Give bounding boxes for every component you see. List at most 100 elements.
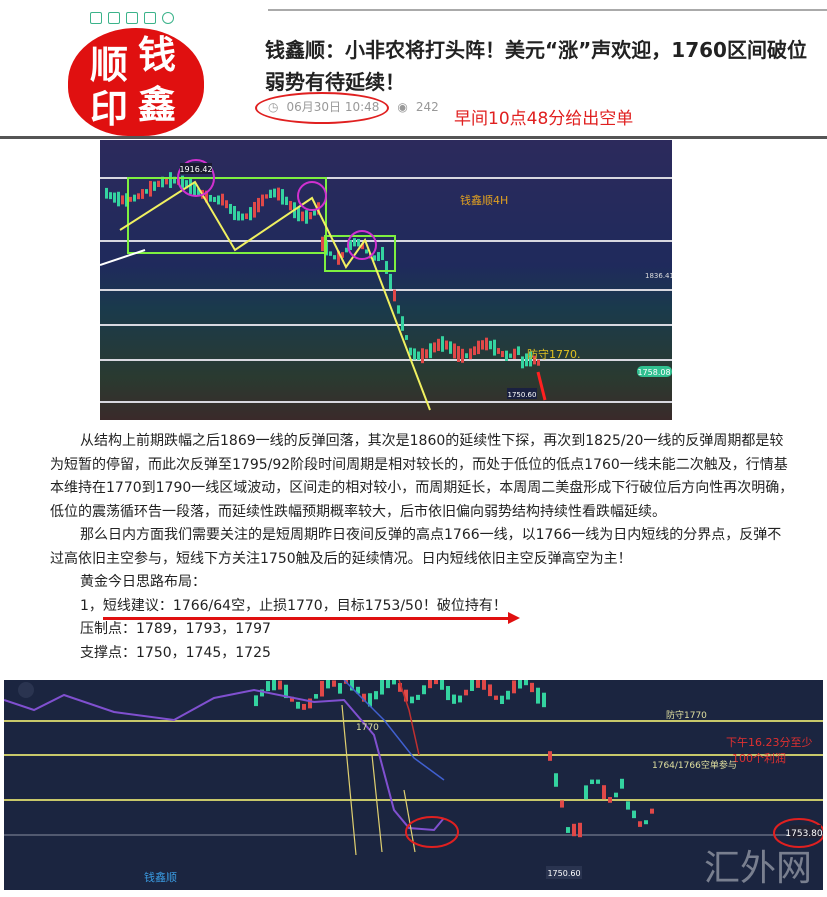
candle <box>314 694 318 699</box>
profit-note: 下午16.23分至少 <box>726 736 813 749</box>
candle <box>253 201 256 218</box>
candle <box>302 703 306 710</box>
candle <box>361 243 364 250</box>
candle <box>149 180 152 197</box>
candle <box>398 682 402 692</box>
candle <box>614 792 618 798</box>
candle <box>513 348 516 359</box>
candle <box>284 684 288 699</box>
seal-char: 印 <box>90 86 129 131</box>
candle <box>584 785 588 800</box>
qr-icon[interactable] <box>90 12 102 24</box>
line-label: 1770 <box>356 723 379 733</box>
eye-icon: ◉ <box>397 99 408 114</box>
candle <box>464 689 468 696</box>
candle <box>169 172 172 188</box>
candle <box>350 680 354 691</box>
candle <box>133 194 136 202</box>
candle <box>440 680 444 690</box>
candle <box>320 680 324 697</box>
candle <box>197 188 200 196</box>
candle <box>165 177 168 185</box>
candle <box>488 684 492 697</box>
candle <box>542 692 546 708</box>
profit-note: 100个利润 <box>732 751 786 765</box>
date-highlight-ellipse <box>255 92 389 124</box>
plan-heading: 黄金今日思路布局： <box>80 574 206 590</box>
candle <box>272 680 276 691</box>
current-price: 1753.80 <box>785 829 822 839</box>
article-body: 从结构上前期跌幅之后1869一线的反弹回落，其次是1860的延续性下探，再次到1… <box>50 430 795 665</box>
candle <box>509 353 512 358</box>
bollinger-lower <box>4 688 445 832</box>
candle <box>273 188 276 198</box>
candle <box>254 695 258 707</box>
candle <box>297 206 300 222</box>
share-icon[interactable] <box>144 12 156 24</box>
candle <box>457 346 460 362</box>
candle <box>373 255 376 261</box>
candle <box>269 189 272 198</box>
candle <box>305 210 308 224</box>
candle <box>157 180 160 188</box>
candle <box>333 255 336 260</box>
candle <box>452 694 456 704</box>
candle <box>493 339 496 356</box>
candle <box>341 252 344 258</box>
bollinger-upper <box>398 680 420 756</box>
candle <box>349 240 352 251</box>
current-price: 1758.08 <box>637 368 670 377</box>
suggestion: 1，短线建议：1766/64空，止损1770，目标1753/50！破位持有！ <box>80 597 507 614</box>
low-tag <box>546 866 582 879</box>
candle <box>506 690 510 700</box>
seal-char: 顺 <box>90 42 129 87</box>
candle <box>413 348 416 360</box>
candle <box>289 200 292 211</box>
candle <box>650 808 654 814</box>
candle <box>308 698 312 709</box>
candle <box>401 316 404 331</box>
low-tag <box>507 388 537 399</box>
peak-tag <box>180 163 212 174</box>
candle <box>572 823 576 837</box>
defend-label: 防守1770 <box>666 709 707 721</box>
candle <box>524 680 528 686</box>
image-icon[interactable] <box>126 12 138 24</box>
trend-arrows <box>119 180 431 411</box>
candle <box>602 785 606 800</box>
seal-logo: 钱 鑫 顺 印 <box>68 28 204 136</box>
candle <box>417 351 420 361</box>
candle <box>477 340 480 355</box>
arrow-head-icon <box>508 612 520 624</box>
candle <box>386 680 390 689</box>
candle <box>209 194 212 202</box>
candle <box>241 213 244 221</box>
candle <box>161 176 164 188</box>
candle <box>512 680 516 694</box>
candle <box>213 196 216 203</box>
candle <box>425 349 428 359</box>
article-title: 钱鑫顺：小非农将打头阵！美元“涨”声欢迎，1760区间破位弱势有待延续！ <box>265 38 807 94</box>
candle <box>533 355 536 365</box>
candle <box>237 211 240 221</box>
candle <box>290 696 294 702</box>
settings-icon[interactable] <box>162 12 174 24</box>
header-divider <box>0 136 827 139</box>
back-button[interactable] <box>18 682 34 698</box>
candle <box>449 341 452 354</box>
candle <box>173 176 176 184</box>
candle <box>554 773 558 787</box>
candle <box>332 680 336 687</box>
candle <box>285 196 288 206</box>
candle <box>338 683 342 694</box>
candle <box>249 207 252 221</box>
candle <box>374 691 378 700</box>
pointer-arrow <box>100 249 146 266</box>
expand-icon[interactable] <box>108 12 120 24</box>
candle <box>353 238 356 247</box>
candle <box>429 343 432 359</box>
candle <box>485 337 488 351</box>
candle <box>393 289 396 302</box>
candle <box>422 685 426 695</box>
down-arrow <box>536 371 547 401</box>
